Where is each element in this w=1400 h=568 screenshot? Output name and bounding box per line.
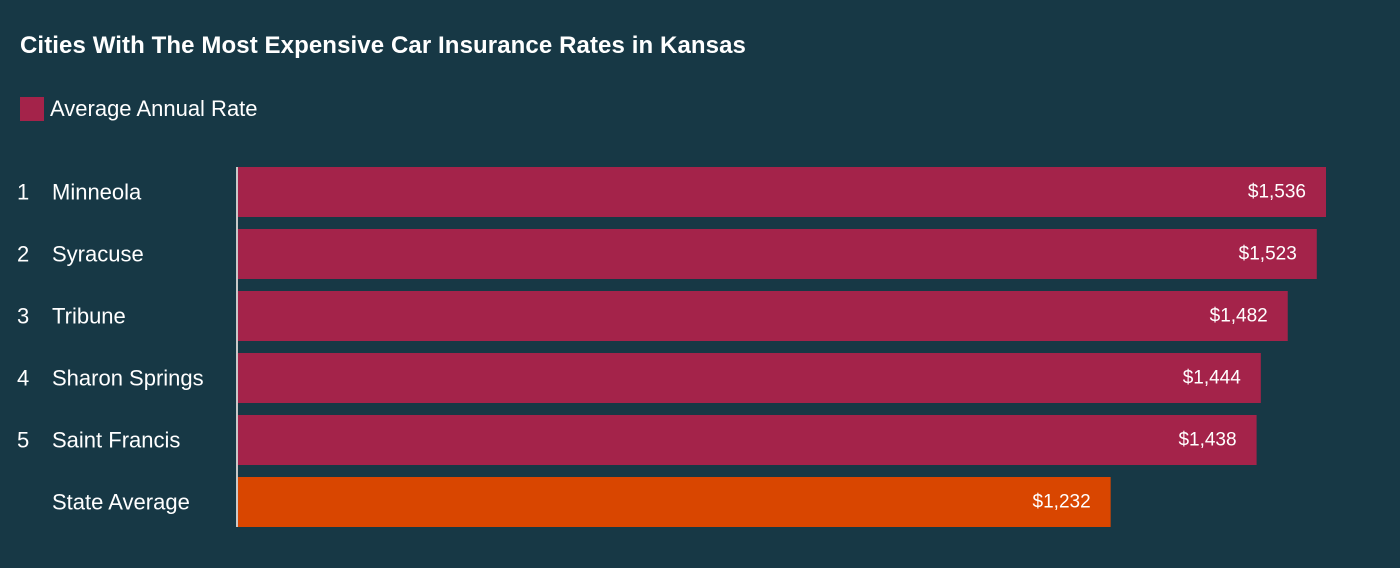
bar-5 [238, 477, 1111, 527]
value-label-5: $1,232 [1033, 492, 1091, 513]
legend-label: Average Annual Rate [50, 96, 258, 121]
category-label-0: Minneola [52, 180, 142, 205]
legend-swatch [20, 97, 44, 121]
rank-label-2: 3 [17, 304, 29, 329]
rank-label-4: 5 [17, 428, 29, 453]
value-label-3: $1,444 [1183, 368, 1242, 389]
value-label-4: $1,438 [1178, 430, 1236, 451]
legend: Average Annual Rate [20, 96, 258, 122]
value-label-2: $1,482 [1210, 306, 1268, 327]
value-label-1: $1,523 [1239, 244, 1297, 265]
rank-label-1: 2 [17, 242, 29, 267]
bar-0 [238, 167, 1326, 217]
value-label-0: $1,536 [1248, 182, 1306, 203]
rank-label-3: 4 [17, 366, 29, 391]
bar-2 [238, 291, 1288, 341]
chart-title: Cities With The Most Expensive Car Insur… [20, 32, 746, 59]
category-label-5: State Average [52, 490, 190, 515]
category-label-4: Saint Francis [52, 428, 180, 453]
rank-label-0: 1 [17, 180, 29, 205]
category-label-1: Syracuse [52, 242, 144, 267]
category-label-3: Sharon Springs [52, 366, 204, 391]
bar-1 [238, 229, 1317, 279]
bar-3 [238, 353, 1261, 403]
category-label-2: Tribune [52, 304, 126, 329]
bar-4 [238, 415, 1257, 465]
